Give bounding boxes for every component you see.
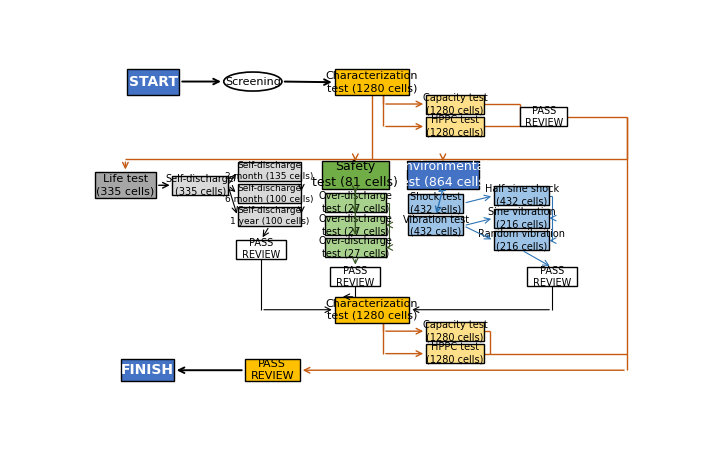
FancyBboxPatch shape — [245, 359, 300, 382]
Text: Characterization
test (1280 cells): Characterization test (1280 cells) — [326, 71, 418, 93]
FancyBboxPatch shape — [426, 117, 484, 136]
Text: Life test
(335 cells): Life test (335 cells) — [97, 174, 154, 197]
Text: Safety
test (81 cells): Safety test (81 cells) — [312, 160, 398, 189]
Text: Self-discharge
1 year (100 cells): Self-discharge 1 year (100 cells) — [230, 207, 309, 226]
FancyBboxPatch shape — [325, 216, 386, 234]
FancyBboxPatch shape — [237, 207, 301, 226]
FancyBboxPatch shape — [236, 240, 286, 259]
Text: PASS
REVIEW: PASS REVIEW — [525, 106, 563, 128]
FancyBboxPatch shape — [521, 107, 567, 126]
Text: Self-discharge
2 month (135 cells): Self-discharge 2 month (135 cells) — [225, 161, 314, 181]
Text: Shock test
(432 cells): Shock test (432 cells) — [410, 192, 461, 215]
FancyBboxPatch shape — [426, 321, 484, 341]
FancyBboxPatch shape — [127, 69, 179, 94]
FancyBboxPatch shape — [322, 161, 389, 189]
Text: PASS
REVIEW: PASS REVIEW — [250, 359, 294, 381]
FancyBboxPatch shape — [335, 297, 410, 323]
Text: Random vibration
(216 cells): Random vibration (216 cells) — [478, 229, 565, 252]
FancyBboxPatch shape — [335, 69, 410, 95]
FancyBboxPatch shape — [237, 185, 301, 203]
FancyBboxPatch shape — [330, 267, 380, 286]
FancyBboxPatch shape — [408, 216, 463, 235]
Text: Capacity test
(1280 cells): Capacity test (1280 cells) — [423, 320, 488, 342]
Text: Characterization
test (1280 cells): Characterization test (1280 cells) — [326, 299, 418, 321]
Text: Vibration test
(432 cells): Vibration test (432 cells) — [403, 215, 469, 237]
FancyBboxPatch shape — [494, 231, 549, 250]
Text: Self-discharge
6 month (100 cells): Self-discharge 6 month (100 cells) — [225, 184, 314, 204]
Text: Over-discharge
test (27 cells): Over-discharge test (27 cells) — [318, 236, 393, 259]
Text: HPPC test
(1280 cells): HPPC test (1280 cells) — [426, 115, 484, 138]
Text: PASS
REVIEW: PASS REVIEW — [533, 266, 571, 288]
Text: Sine vibration
(216 cells): Sine vibration (216 cells) — [488, 207, 556, 229]
FancyBboxPatch shape — [426, 344, 484, 363]
FancyBboxPatch shape — [426, 94, 484, 114]
Text: FINISH: FINISH — [121, 363, 174, 377]
Ellipse shape — [224, 72, 282, 91]
Text: Capacity test
(1280 cells): Capacity test (1280 cells) — [423, 93, 488, 115]
Text: Self-discharge
(335 cells): Self-discharge (335 cells) — [166, 174, 235, 197]
FancyBboxPatch shape — [494, 209, 549, 228]
Text: Screening: Screening — [225, 76, 281, 87]
Text: Half sine shock
(432 cells): Half sine shock (432 cells) — [485, 185, 558, 207]
FancyBboxPatch shape — [408, 194, 463, 213]
Text: Environmental
test (864 cells): Environmental test (864 cells) — [396, 160, 490, 189]
Text: HPPC test
(1280 cells): HPPC test (1280 cells) — [426, 343, 484, 365]
FancyBboxPatch shape — [237, 162, 301, 181]
FancyBboxPatch shape — [172, 176, 228, 195]
FancyBboxPatch shape — [95, 172, 156, 198]
FancyBboxPatch shape — [494, 186, 549, 205]
Text: Over-discharge
test (27 cells): Over-discharge test (27 cells) — [318, 214, 393, 236]
Text: Over-discharge
test (27 cells): Over-discharge test (27 cells) — [318, 191, 393, 214]
FancyBboxPatch shape — [407, 161, 479, 189]
FancyBboxPatch shape — [325, 193, 386, 212]
Text: PASS
REVIEW: PASS REVIEW — [242, 238, 280, 260]
Text: START: START — [129, 75, 177, 88]
FancyBboxPatch shape — [527, 267, 577, 286]
FancyBboxPatch shape — [122, 359, 174, 382]
FancyBboxPatch shape — [325, 238, 386, 257]
Text: PASS
REVIEW: PASS REVIEW — [336, 266, 375, 288]
